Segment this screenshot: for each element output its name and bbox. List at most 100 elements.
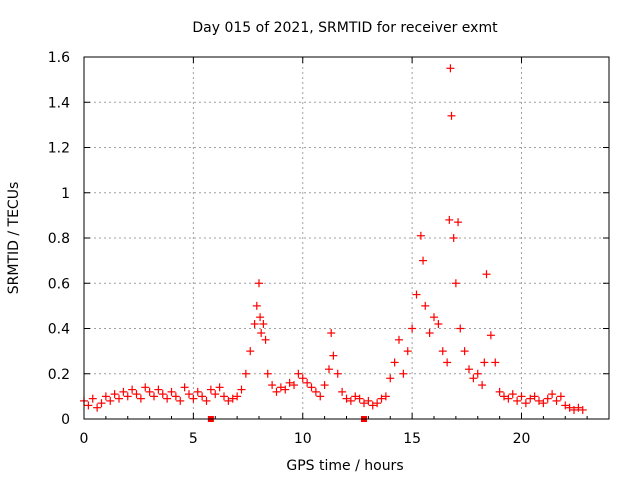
- data-point: [500, 392, 508, 401]
- data-point: [342, 394, 351, 403]
- data-point: [408, 324, 417, 333]
- x-tick-label: 10: [294, 431, 312, 447]
- x-tick-label: 15: [403, 431, 421, 447]
- data-point: [163, 394, 172, 403]
- data-point: [578, 405, 587, 414]
- data-point: [145, 387, 154, 396]
- data-point: [416, 231, 425, 240]
- chart-title: Day 015 of 2021, SRMTID for receiver exm…: [192, 20, 498, 36]
- y-tick-label: 1.2: [48, 141, 70, 157]
- data-point: [198, 392, 207, 401]
- y-tick-label: 1: [61, 186, 70, 202]
- data-point: [261, 335, 270, 344]
- data-point: [329, 351, 338, 360]
- data-point: [325, 365, 333, 374]
- data-point: [399, 369, 408, 378]
- data-point: [93, 403, 102, 412]
- data-point: [355, 394, 364, 403]
- data-point: [320, 381, 329, 390]
- y-tick-label: 0: [61, 412, 70, 428]
- data-point: [185, 390, 193, 399]
- data-point: [250, 319, 259, 328]
- data-point: [272, 387, 281, 396]
- x-tick-label: 5: [189, 431, 198, 447]
- data-point: [294, 369, 303, 378]
- data-point: [419, 256, 428, 265]
- data-point: [97, 399, 106, 408]
- data-point: [167, 387, 176, 396]
- y-tick-label: 0.8: [48, 231, 70, 247]
- data-point: [421, 301, 430, 310]
- data-point: [338, 387, 347, 396]
- data-point: [482, 270, 491, 279]
- data-point: [548, 390, 557, 399]
- data-point: [327, 329, 336, 338]
- data-point: [495, 387, 504, 396]
- data-point: [390, 358, 399, 367]
- data-point: [241, 369, 250, 378]
- x-axis-label: GPS time / hours: [286, 458, 403, 474]
- data-point: [252, 301, 261, 310]
- y-axis-label: SRMTID / TECUs: [6, 182, 22, 295]
- data-point: [456, 324, 465, 333]
- data-point: [373, 399, 382, 408]
- points-layer: [80, 64, 587, 422]
- data-point: [552, 396, 561, 405]
- data-point: [106, 396, 115, 405]
- data-point: [228, 394, 237, 403]
- plot-border: [83, 56, 610, 420]
- data-point: [158, 390, 167, 399]
- data-point: [395, 335, 403, 344]
- data-point: [233, 392, 242, 401]
- data-point: [469, 374, 478, 383]
- y-tick-label: 0.2: [48, 367, 70, 383]
- data-point: [360, 399, 368, 408]
- data-point: [473, 369, 482, 378]
- data-point: [257, 329, 266, 338]
- data-point: [333, 369, 342, 378]
- data-point: [377, 394, 386, 403]
- data-point: [123, 392, 132, 401]
- data-point: [256, 313, 265, 322]
- data-point: [364, 396, 373, 405]
- data-point: [425, 329, 434, 338]
- data-point: [115, 394, 123, 403]
- data-point: [561, 401, 570, 410]
- y-tick-label: 0.4: [48, 322, 70, 338]
- data-point: [517, 392, 526, 401]
- data-point: [508, 390, 517, 399]
- x-tick-label: 0: [80, 431, 89, 447]
- data-point: [303, 378, 312, 387]
- data-point: [255, 279, 263, 288]
- data-point: [381, 392, 390, 401]
- data-point: [298, 374, 307, 383]
- data-point: [110, 390, 119, 399]
- data-point: [504, 394, 513, 403]
- data-point: [565, 403, 574, 412]
- tick-layer: 0 5 10 15 20 0 0.2 0.4 0.6 0.8 1 1.2 1.4 1.6: [48, 50, 609, 447]
- data-point: [445, 215, 454, 224]
- data-point: [454, 218, 463, 227]
- data-point: [132, 390, 141, 399]
- data-point: [176, 396, 185, 405]
- data-point: [84, 401, 93, 410]
- data-point: [447, 111, 456, 120]
- data-point: [412, 290, 421, 299]
- y-tick-label: 1.6: [48, 50, 70, 66]
- data-point: [530, 392, 539, 401]
- data-point: [438, 347, 447, 356]
- data-point: [539, 399, 548, 408]
- data-point: [276, 383, 285, 392]
- data-point: [526, 394, 535, 403]
- data-point: [263, 369, 272, 378]
- data-point: [136, 394, 145, 403]
- data-point: [206, 385, 215, 394]
- data-point: [224, 396, 233, 405]
- data-point: [88, 394, 97, 403]
- data-point: [465, 365, 473, 374]
- data-point: [434, 319, 443, 328]
- data-point: [215, 383, 224, 392]
- data-point: [202, 396, 211, 405]
- data-point: [307, 383, 316, 392]
- data-point: [311, 387, 320, 396]
